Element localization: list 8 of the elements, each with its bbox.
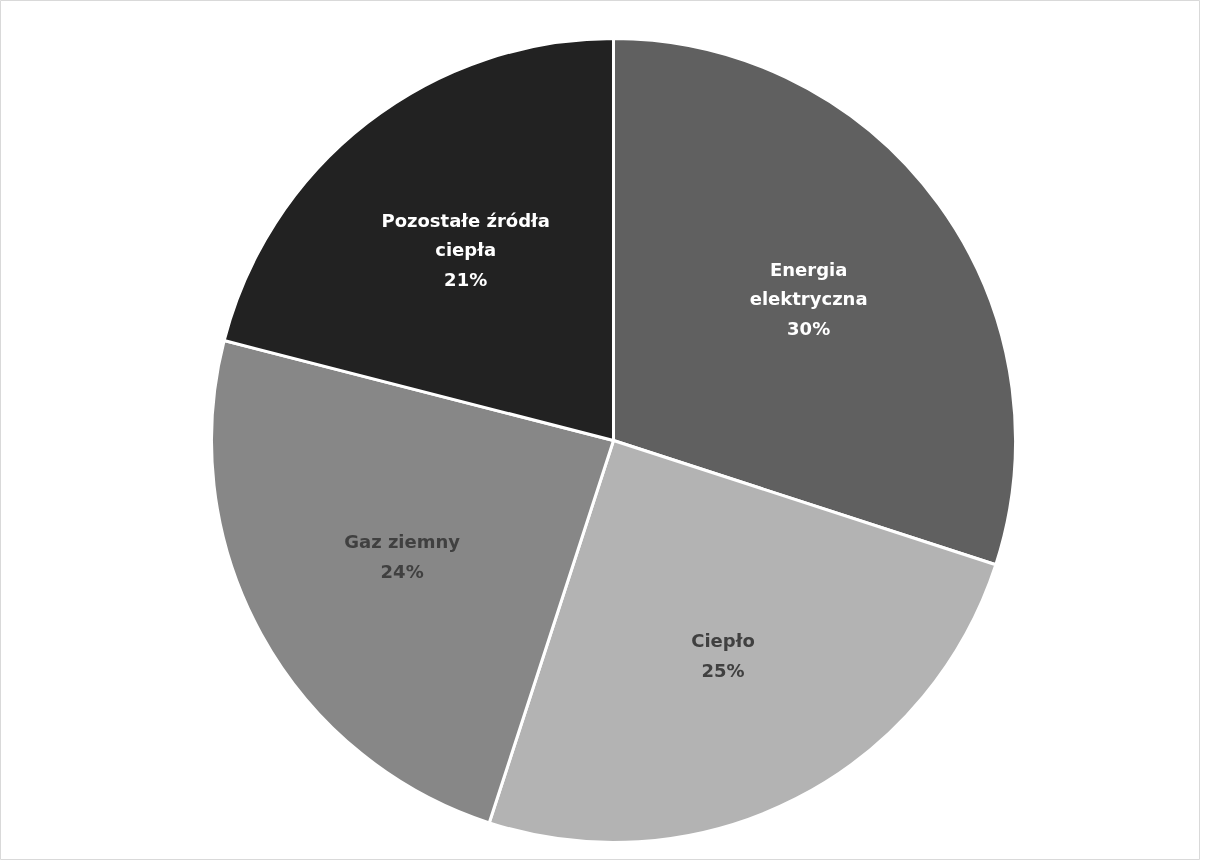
- slice-label: Pozostałe źródła ciepła: [381, 210, 550, 261]
- slice-label: Energia elektryczna: [749, 258, 868, 310]
- data-label: 21%: [444, 268, 488, 290]
- slice-label: Ciepło: [691, 630, 755, 652]
- slice-label: Gaz ziemny: [344, 531, 461, 553]
- data-label: 25%: [701, 659, 745, 681]
- data-label: 24%: [380, 560, 424, 582]
- data-label: 30%: [787, 317, 831, 339]
